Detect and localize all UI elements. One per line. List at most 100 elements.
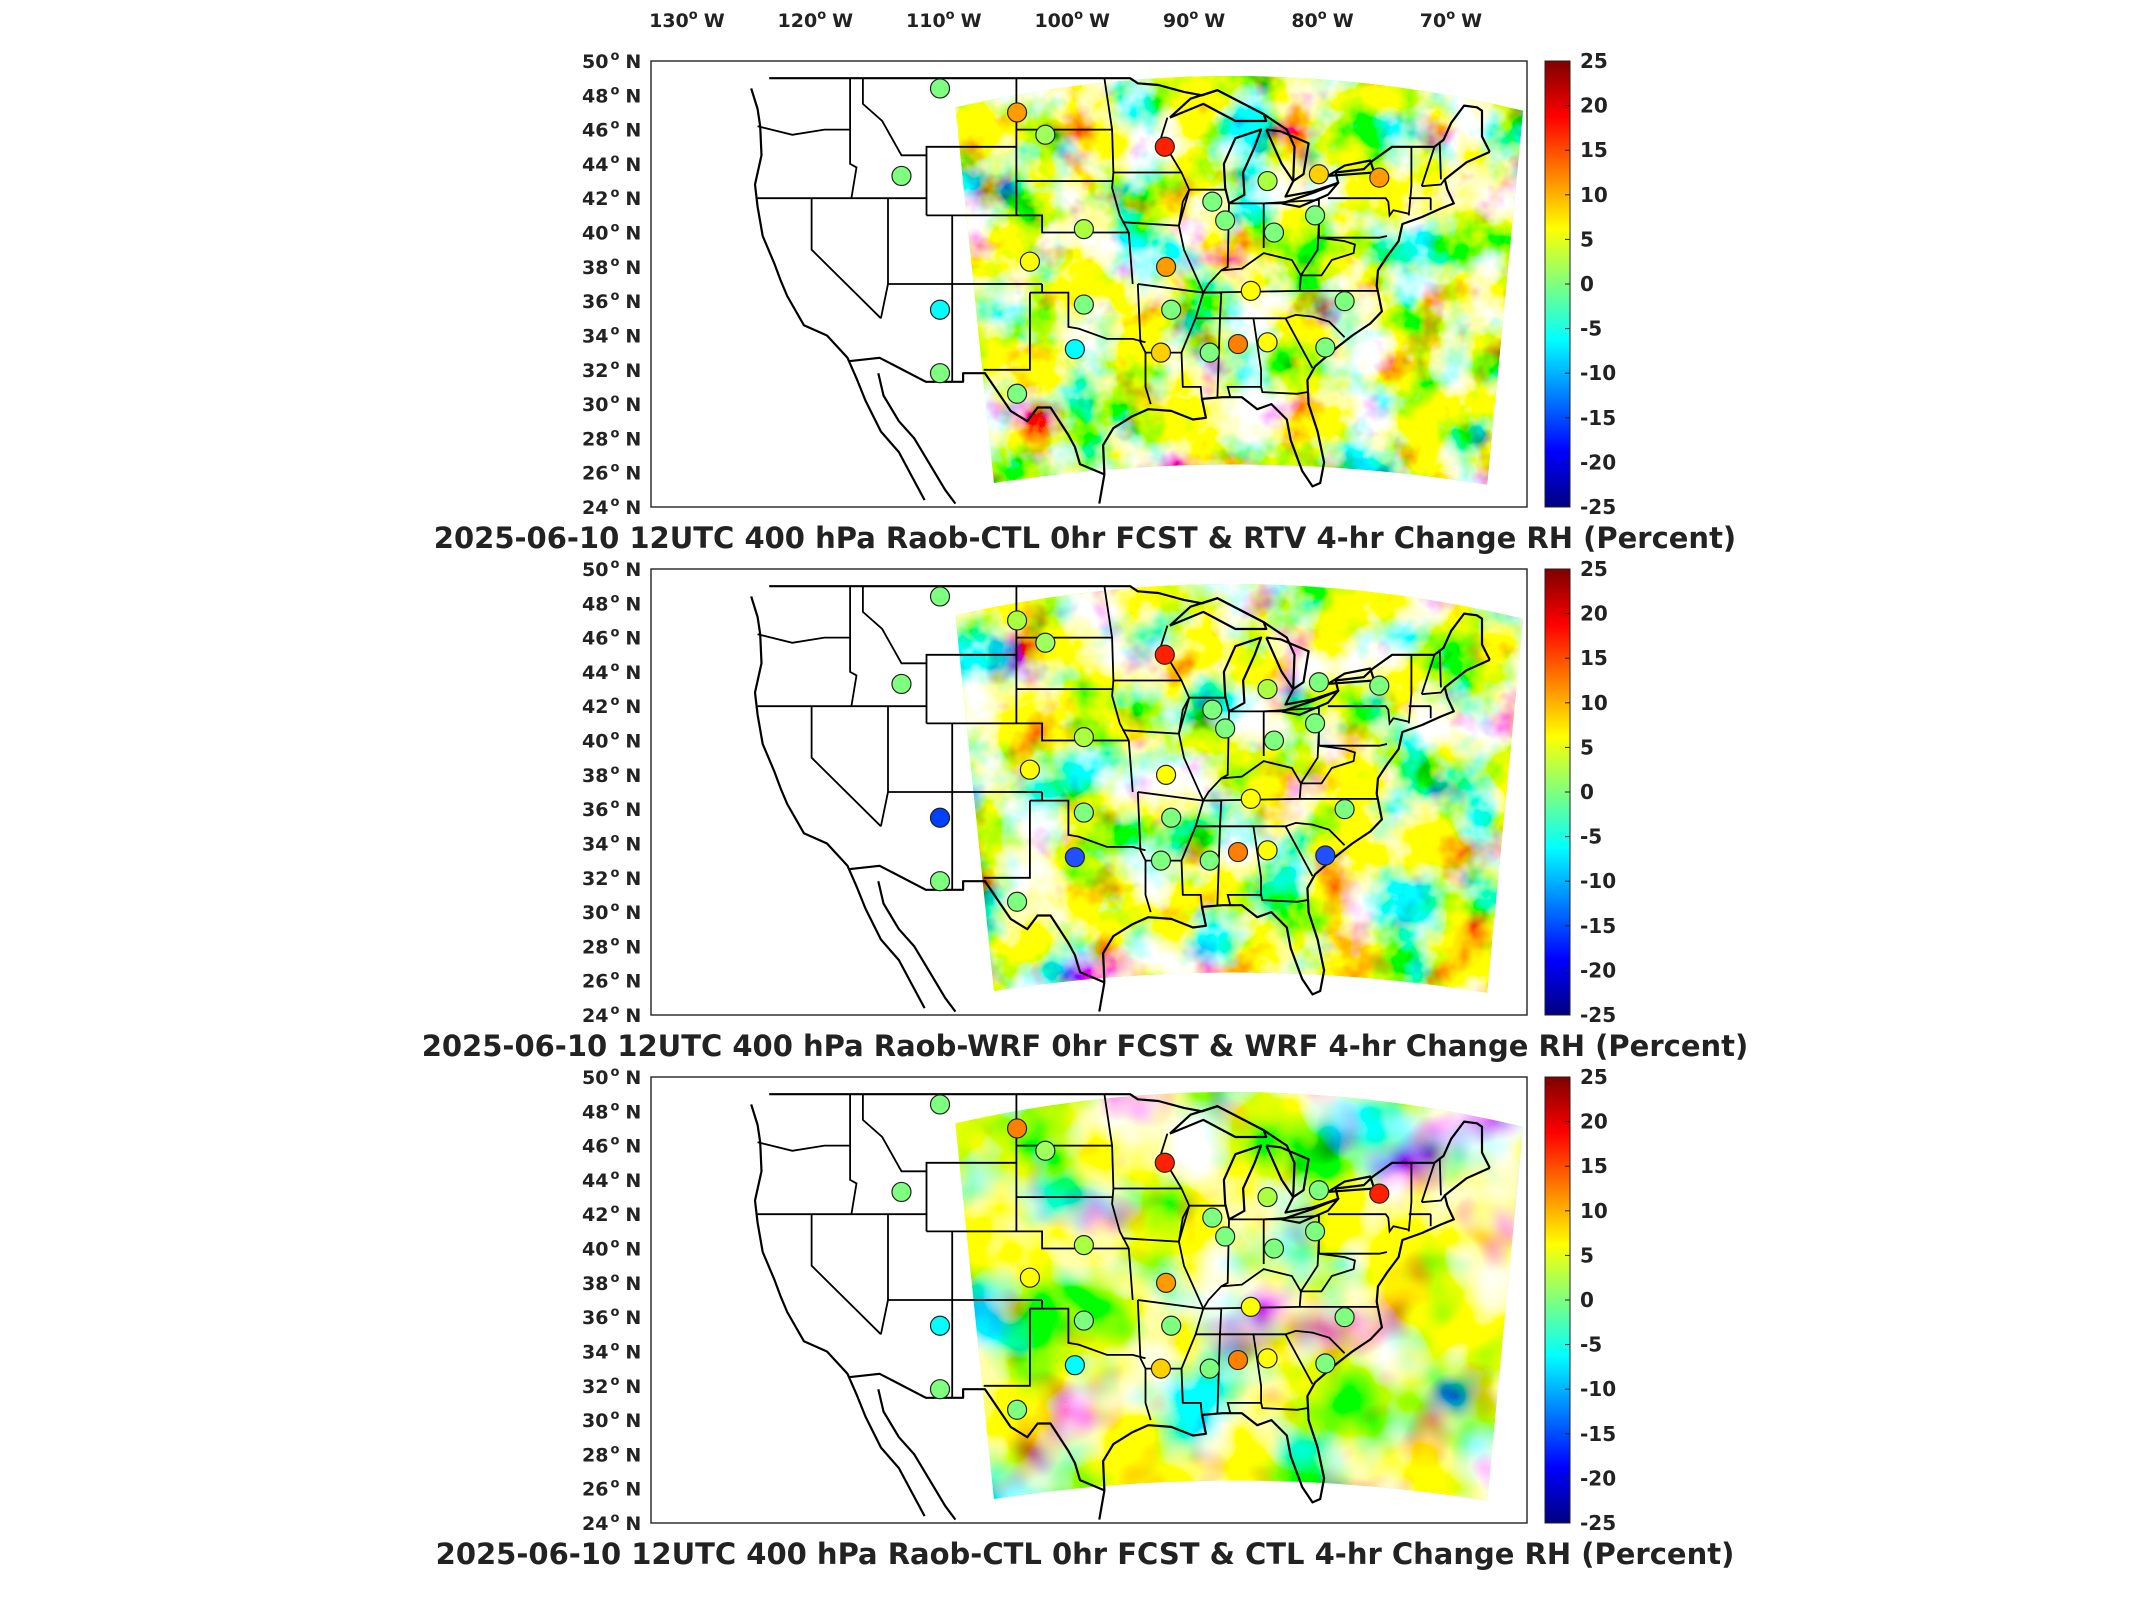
political-boundaries	[750, 1093, 1491, 1521]
colorbar-tick-label: 5	[1580, 227, 1594, 251]
lon-tick-label: 90o W	[1163, 8, 1225, 32]
lat-tick-label: 32 o N	[582, 1374, 641, 1398]
raob-station-marker	[1263, 1238, 1285, 1259]
raob-station-marker	[1263, 222, 1285, 243]
colorbar-tick-label: -10	[1580, 1377, 1616, 1401]
colorbar-tick-label: 0	[1580, 1288, 1594, 1312]
colorbar-tick-label: 10	[1580, 691, 1608, 715]
colorbar-tick-label: -25	[1580, 1003, 1616, 1027]
raob-station-marker	[929, 78, 951, 99]
longitude-axis: 130o W 120o W 110o W 100o W 90o W 80o W 70o W	[649, 8, 1482, 32]
raob-station-marker	[1308, 672, 1330, 693]
raob-station-marker	[1150, 850, 1172, 871]
political-boundaries	[750, 585, 1491, 1013]
raob-station-marker	[1215, 210, 1236, 231]
map-frame	[650, 568, 1528, 1016]
raob-station-marker	[929, 1379, 951, 1400]
colorbar-tick-label: 10	[1580, 183, 1608, 207]
colorbar-tick-label: 5	[1580, 735, 1594, 759]
colorbar-tick-label: 10	[1580, 1199, 1608, 1223]
raob-station-marker	[1073, 294, 1094, 315]
raob-station-marker	[1304, 713, 1326, 734]
colorbar-tick-label: 25	[1580, 557, 1608, 581]
lat-tick-label: 28 o N	[582, 426, 641, 450]
colorbar-tick-label: 25	[1580, 1065, 1608, 1089]
lat-tick-label: 46 o N	[582, 626, 641, 650]
raob-station-marker	[1161, 299, 1182, 320]
colorbar-tick-label: -5	[1580, 1333, 1602, 1357]
raob-station-marker	[1019, 251, 1041, 272]
raob-station-marker	[1073, 219, 1094, 240]
colorbar-tick-label: -15	[1580, 1422, 1616, 1446]
lat-tick-label: 26 o N	[582, 461, 641, 485]
raob-station-marker	[1202, 1207, 1223, 1228]
raob-station-marker	[1006, 383, 1028, 404]
lat-tick-label: 48 o N	[582, 1099, 641, 1123]
lat-tick-label: 38 o N	[582, 1271, 641, 1295]
colorbar-tick-label: 20	[1580, 602, 1608, 626]
lat-tick-label: 46 o N	[582, 118, 641, 142]
raob-station-marker	[1315, 1353, 1336, 1374]
raob-station-marker	[1006, 1118, 1028, 1139]
colorbar-tick-label: 0	[1580, 780, 1594, 804]
raob-station-marker	[1154, 136, 1175, 157]
raob-station-marker	[1304, 1221, 1326, 1242]
lat-tick-label: 44 o N	[582, 660, 641, 684]
colorbar: 25 20 15 10 5 0 -5 -10 -15 -20 -25	[1544, 557, 1616, 1027]
colorbar: 25 20 15 10 5 0 -5 -10 -15 -20 -25	[1544, 49, 1616, 519]
raob-station-marker	[1369, 675, 1390, 696]
map-frame	[650, 60, 1528, 508]
panel-title: 2025-06-10 12UTC 400 hPa Raob-WRF 0hr FC…	[422, 1029, 1749, 1063]
panel-title: 2025-06-10 12UTC 400 hPa Raob-CTL 0hr FC…	[434, 521, 1736, 555]
raob-station-marker	[1334, 291, 1355, 312]
colorbar-tick-label: -10	[1580, 869, 1616, 893]
raob-station-marker	[1064, 1355, 1085, 1376]
lat-tick-label: 48 o N	[582, 591, 641, 615]
raob-station-marker	[1263, 730, 1285, 751]
raob-stations	[891, 78, 1390, 404]
lat-tick-label: 34 o N	[582, 1339, 641, 1363]
lat-tick-label: 26 o N	[582, 969, 641, 993]
colorbar-tick-label: 20	[1580, 1110, 1608, 1134]
lat-tick-label: 40 o N	[582, 1237, 641, 1261]
colorbar-tick-label: 15	[1580, 138, 1608, 162]
lat-tick-label: 24 o N	[582, 1003, 641, 1027]
colorbar-tick-label: -20	[1580, 958, 1616, 982]
lat-tick-label: 50 o N	[582, 1065, 641, 1089]
raob-station-marker	[1199, 342, 1220, 363]
lat-tick-label: 34 o N	[582, 323, 641, 347]
lat-tick-label: 30 o N	[582, 392, 641, 416]
raob-station-marker	[1304, 205, 1326, 226]
rh-change-field	[955, 1091, 1524, 1501]
lat-tick-label: 38 o N	[582, 255, 641, 279]
raob-station-marker	[1019, 1267, 1041, 1288]
colorbar-tick-label: -15	[1580, 914, 1616, 938]
raob-station-marker	[1035, 124, 1056, 145]
lon-tick-label: 120o W	[778, 8, 854, 32]
raob-station-marker	[1161, 1315, 1182, 1336]
lon-tick-label: 110o W	[906, 8, 982, 32]
map-panel: 50 o N 48 o N 46 o N 44 o N 42 o N 40 o N 38 o N 36 o N 34 o N 32 o N…	[436, 1065, 1735, 1571]
raob-station-marker	[1257, 840, 1278, 861]
colorbar-tick-label: 25	[1580, 49, 1608, 73]
colorbar-tick-label: -15	[1580, 406, 1616, 430]
raob-station-marker	[1227, 1349, 1249, 1371]
raob-station-marker	[1155, 764, 1177, 785]
colorbar-tick-label: -20	[1580, 1466, 1616, 1490]
lat-tick-label: 38 o N	[582, 763, 641, 787]
raob-station-marker	[1150, 1358, 1172, 1379]
raob-station-marker	[1257, 332, 1278, 353]
raob-station-marker	[1334, 1307, 1355, 1328]
lat-tick-label: 40 o N	[582, 221, 641, 245]
raob-stations	[891, 586, 1390, 912]
colorbar-tick-label: 15	[1580, 1154, 1608, 1178]
raob-station-marker	[929, 807, 951, 828]
rh-change-field	[955, 583, 1524, 993]
raob-station-marker	[1257, 1348, 1278, 1369]
raob-station-marker	[1199, 850, 1220, 871]
raob-station-marker	[1199, 1358, 1220, 1379]
raob-station-marker	[1308, 1180, 1330, 1201]
lat-tick-label: 30 o N	[582, 900, 641, 924]
lat-tick-label: 50 o N	[582, 557, 641, 581]
lat-tick-label: 46 o N	[582, 1134, 641, 1158]
